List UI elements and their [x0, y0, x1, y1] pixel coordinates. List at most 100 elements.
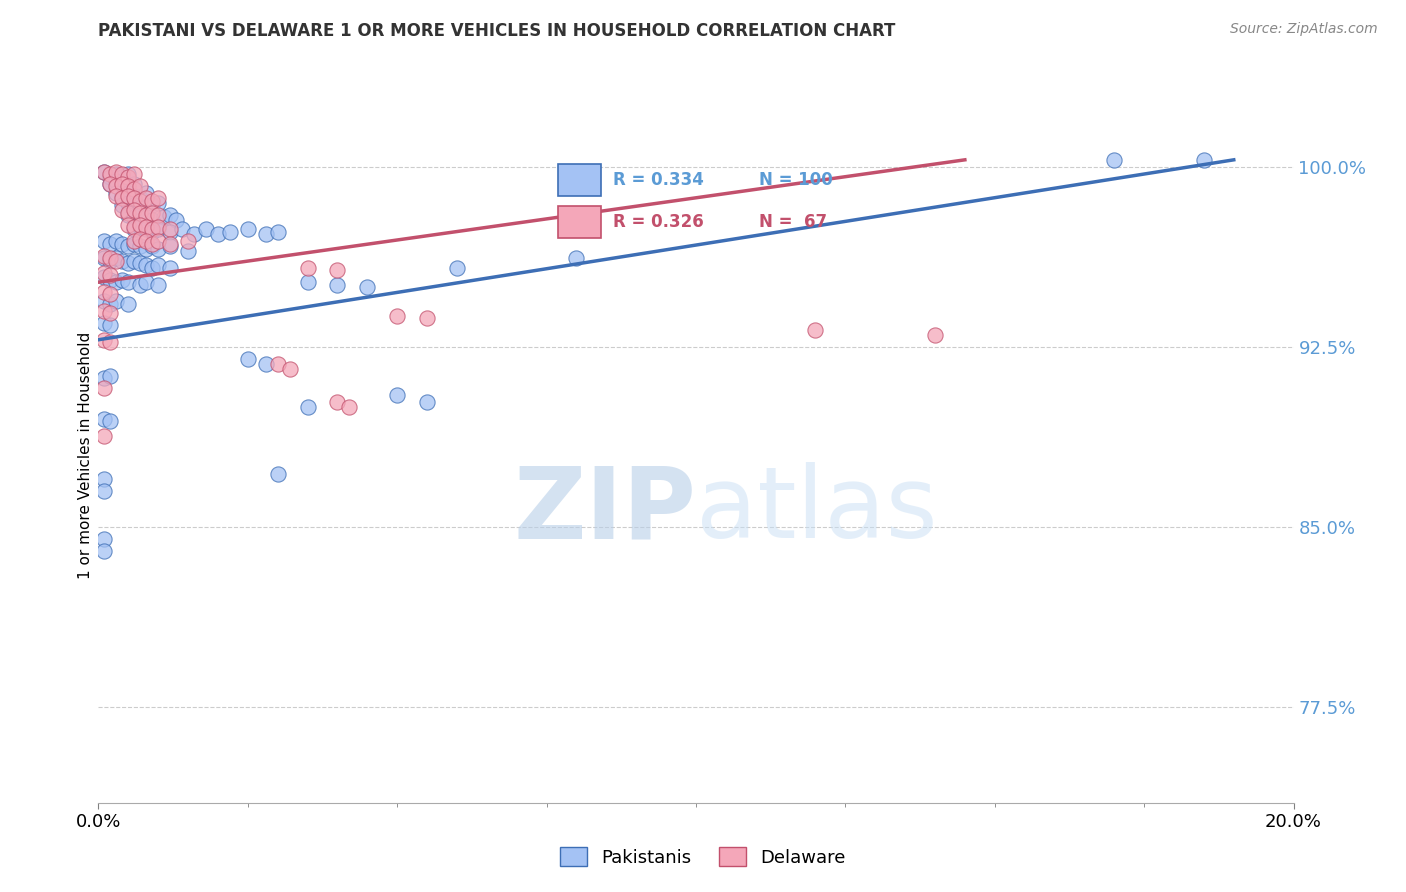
Point [446, 260, 468, 275]
Point [124, 177, 146, 191]
Point [93, 532, 115, 546]
Point [93, 235, 115, 249]
Point [141, 198, 163, 212]
Point [135, 186, 157, 201]
FancyBboxPatch shape [558, 206, 600, 238]
Point [141, 222, 163, 236]
Point [141, 194, 163, 208]
Point [135, 222, 157, 236]
Point [124, 191, 146, 205]
Point [124, 253, 146, 268]
Point [339, 400, 360, 414]
Point [129, 218, 152, 232]
Point [105, 275, 128, 289]
Point [135, 275, 157, 289]
Point [117, 205, 139, 219]
Point [100, 177, 122, 191]
Point [135, 211, 157, 225]
Point [148, 208, 170, 222]
Point [219, 225, 242, 239]
Point [129, 277, 152, 292]
Point [135, 208, 157, 222]
Point [129, 232, 152, 246]
Point [172, 222, 194, 236]
Point [93, 333, 115, 347]
Point [385, 388, 409, 402]
Point [124, 167, 146, 181]
Point [93, 266, 115, 280]
Point [141, 239, 163, 253]
Point [124, 181, 146, 195]
Point [165, 212, 187, 227]
Point [278, 361, 301, 376]
Point [105, 167, 128, 181]
Point [326, 263, 349, 277]
Text: Source: ZipAtlas.com: Source: ZipAtlas.com [1230, 22, 1378, 37]
Point [105, 179, 128, 194]
Point [93, 428, 115, 442]
Point [93, 165, 115, 179]
Point [1192, 153, 1215, 167]
Point [100, 177, 122, 191]
Point [100, 236, 122, 251]
Point [111, 273, 134, 287]
Point [124, 236, 146, 251]
Point [129, 219, 152, 234]
Point [93, 294, 115, 309]
Point [117, 179, 139, 194]
Point [141, 236, 163, 251]
Point [100, 414, 122, 428]
Point [117, 239, 139, 253]
Point [385, 309, 409, 323]
Point [105, 165, 128, 179]
Point [93, 544, 115, 558]
Point [148, 235, 170, 249]
Point [117, 169, 139, 184]
Point [159, 222, 181, 236]
Text: R = 0.326: R = 0.326 [613, 213, 704, 231]
Text: N =  67: N = 67 [759, 213, 827, 231]
Point [416, 311, 439, 326]
Point [93, 316, 115, 330]
Point [93, 412, 115, 426]
Point [105, 294, 128, 309]
Point [100, 268, 122, 282]
Point [105, 251, 128, 265]
Point [148, 222, 170, 236]
Point [267, 357, 290, 371]
Point [124, 211, 146, 225]
Point [129, 194, 152, 208]
Point [124, 235, 146, 249]
Point [153, 211, 176, 225]
Point [100, 287, 122, 301]
Point [148, 242, 170, 256]
Point [326, 277, 349, 292]
Text: N = 100: N = 100 [759, 171, 832, 189]
Point [100, 251, 122, 265]
Point [117, 196, 139, 211]
Point [267, 225, 290, 239]
Point [236, 351, 259, 366]
Point [100, 169, 122, 184]
Point [100, 306, 122, 320]
Point [129, 239, 152, 253]
Point [111, 191, 134, 205]
Point [177, 244, 200, 258]
Point [105, 174, 128, 188]
Point [267, 467, 290, 482]
Point [1104, 153, 1126, 167]
Point [105, 235, 128, 249]
Point [141, 225, 163, 239]
Point [117, 186, 139, 201]
Point [141, 260, 163, 275]
Point [159, 239, 181, 253]
Point [135, 191, 157, 205]
Point [159, 208, 181, 222]
Point [117, 218, 139, 232]
Y-axis label: 1 or more Vehicles in Household: 1 or more Vehicles in Household [77, 331, 93, 579]
Point [177, 235, 200, 249]
Point [93, 472, 115, 486]
Point [111, 177, 134, 191]
Point [93, 165, 115, 179]
Point [254, 357, 277, 371]
